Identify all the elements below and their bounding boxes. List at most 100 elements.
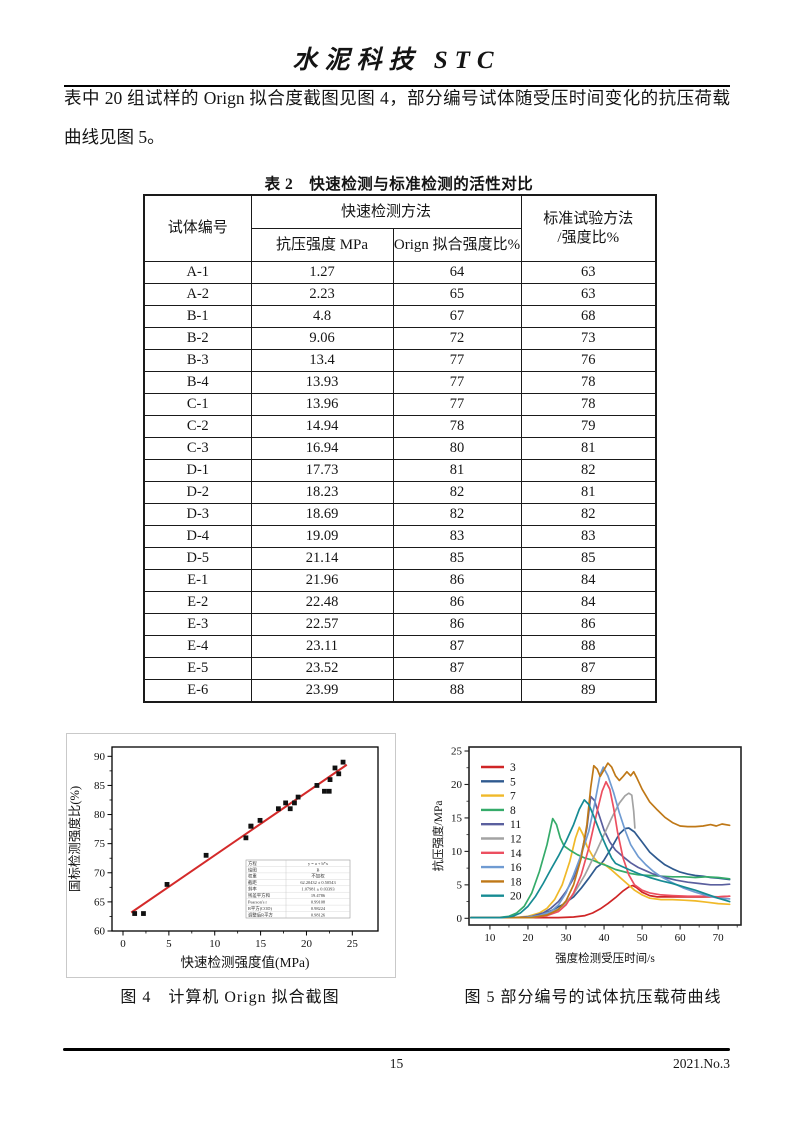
table-cell: 83 [392, 525, 522, 548]
table-cell: 89 [520, 679, 657, 703]
fig4-data-point [275, 806, 281, 812]
table-cell: 86 [520, 613, 657, 636]
fig5-x-tick-label: 30 [561, 932, 573, 944]
fig5-x-tick-label: 40 [599, 932, 611, 944]
fig5-series-14 [470, 780, 731, 919]
table-header-row-1: 试体编号 快速检测方法 标准试验方法 /强度比% [143, 194, 657, 262]
issue-label: 2021.No.3 [673, 1056, 730, 1071]
table-cell: 21.96 [250, 569, 394, 592]
table-cell: 86 [392, 569, 522, 592]
fig4-y-tick-label: 80 [94, 809, 106, 821]
table-cell: 82 [520, 459, 657, 482]
fig5-legend-label: 20 [510, 891, 522, 903]
table-row: D-3 18.69 82 82 [143, 503, 657, 526]
table-cell: 77 [392, 349, 522, 372]
fig4-data-point [295, 794, 301, 800]
fig5-legend-label: 3 [510, 762, 516, 774]
fig4-y-axis-label: 国标检测强度比(%) [67, 786, 82, 892]
table-cell: 1.27 [250, 261, 394, 284]
table-cell: 73 [520, 327, 657, 350]
table-cell: 78 [520, 371, 657, 394]
fig4-y-tick-label: 65 [94, 896, 106, 908]
table-cell: D-3 [143, 503, 252, 526]
fig5-y-tick-label: 15 [451, 812, 463, 824]
col-header-specimen: 试体编号 [143, 194, 252, 262]
table-cell: 88 [392, 679, 522, 703]
table-cell: 80 [392, 437, 522, 460]
table-cell: 67 [392, 305, 522, 328]
fig4-y-tick-label: 85 [94, 780, 106, 792]
table-row: A-2 2.23 65 63 [143, 283, 657, 306]
fig4-x-tick-label: 10 [209, 938, 221, 950]
table-cell: 86 [392, 591, 522, 614]
fig5-series-11 [470, 795, 731, 919]
figure5-chart: 10 20 30 40 50 60 70 0 5 10 15 20 25 3 5 7 8 11 12 14 16 18 20… [431, 746, 742, 965]
table-cell: 63 [520, 283, 657, 306]
table-cell: E-5 [143, 657, 252, 680]
fig5-legend-label: 14 [510, 848, 522, 860]
fig4-data-point [203, 852, 209, 858]
fig4-x-tick-label: 5 [166, 938, 172, 950]
table-cell: E-1 [143, 569, 252, 592]
table-cell: 23.52 [250, 657, 394, 680]
table-cell: B-3 [143, 349, 252, 372]
fig4-inset-label: 斜率 [248, 886, 257, 893]
body-paragraph: 表中 20 组试样的 Orign 拟合度截图见图 4，部分编号试体随受压时间变化… [64, 88, 730, 147]
fig4-x-tick-label: 20 [301, 938, 313, 950]
col-header-standard-line1: 标准试验方法 [543, 210, 634, 227]
col-header-strength: 抗压强度 MPa [250, 228, 394, 262]
table-cell: 88 [520, 635, 657, 658]
page-number: 15 [389, 1056, 404, 1071]
fig5-y-tick-label: 20 [451, 779, 463, 791]
table-cell: 83 [520, 525, 657, 548]
fig4-data-point [257, 817, 263, 823]
fig4-data-point [132, 911, 138, 916]
fig4-inset-value: B [317, 867, 320, 872]
fig4-fit-line [130, 763, 348, 914]
table-cell: 85 [392, 547, 522, 570]
table-cell: 21.14 [250, 547, 394, 570]
fig5-y-tick-label: 5 [457, 879, 463, 891]
fig4-inset-value: y = a + b*x [308, 861, 329, 866]
table-cell: E-3 [143, 613, 252, 636]
table-cell: D-5 [143, 547, 252, 570]
fig4-inset-label: 截距 [248, 879, 257, 886]
table-row: E-5 23.52 87 87 [143, 657, 657, 680]
table-cell: 17.73 [250, 459, 394, 482]
table-cell: D-1 [143, 459, 252, 482]
fig5-legend-label: 18 [510, 876, 522, 888]
fig5-y-tick-label: 10 [451, 846, 463, 858]
table-cell: 65 [392, 283, 522, 306]
figure5-caption: 图 5 部分编号的试体抗压载荷曲线 [464, 989, 722, 1006]
table-cell: 84 [520, 591, 657, 614]
table-row: E-1 21.96 86 84 [143, 569, 657, 592]
fig4-inset-label: 权重 [248, 873, 257, 880]
fig4-data-point [292, 800, 297, 806]
fig4-x-tick-label: 25 [347, 938, 359, 950]
fig4-inset-label: 方程 [248, 860, 257, 867]
col-header-standard: 标准试验方法 /强度比% [520, 194, 657, 262]
fig4-x-tick-label: 0 [120, 938, 126, 950]
table-cell: C-2 [143, 415, 252, 438]
col-header-standard-line2: /强度比% [557, 229, 620, 246]
fig4-inset-label: 绘图 [248, 866, 257, 873]
table-cell: 16.94 [250, 437, 394, 460]
fig5-plot-frame [468, 746, 742, 926]
figure4-origin-fit-screenshot: 0 5 10 15 20 25 60 65 70 75 80 85 90 方程 y = a + b*x 绘图 B… [66, 733, 396, 978]
fig4-inset-table [245, 859, 351, 919]
table-cell: 18.23 [250, 481, 394, 504]
table-cell: 23.99 [250, 679, 394, 703]
fig5-y-tick-label: 25 [451, 746, 463, 758]
table-cell: 22.48 [250, 591, 394, 614]
fig5-x-tick-label: 20 [522, 932, 534, 944]
table-cell: 82 [520, 503, 657, 526]
table-cell: 63 [520, 261, 657, 284]
fig5-x-axis-label: 强度检测受压时间/s [555, 951, 655, 965]
fig4-data-point [164, 882, 170, 887]
table-row: C-2 14.94 78 79 [143, 415, 657, 438]
figure4-caption: 图 4 计算机 Orign 拟合截图 [120, 989, 340, 1006]
table-row: E-6 23.99 88 89 [143, 679, 657, 703]
table-cell: 87 [392, 635, 522, 658]
fig4-inset-value: 0.98126 [311, 912, 326, 917]
fig4-x-axis-label: 快速检测强度值(MPa) [181, 955, 310, 970]
